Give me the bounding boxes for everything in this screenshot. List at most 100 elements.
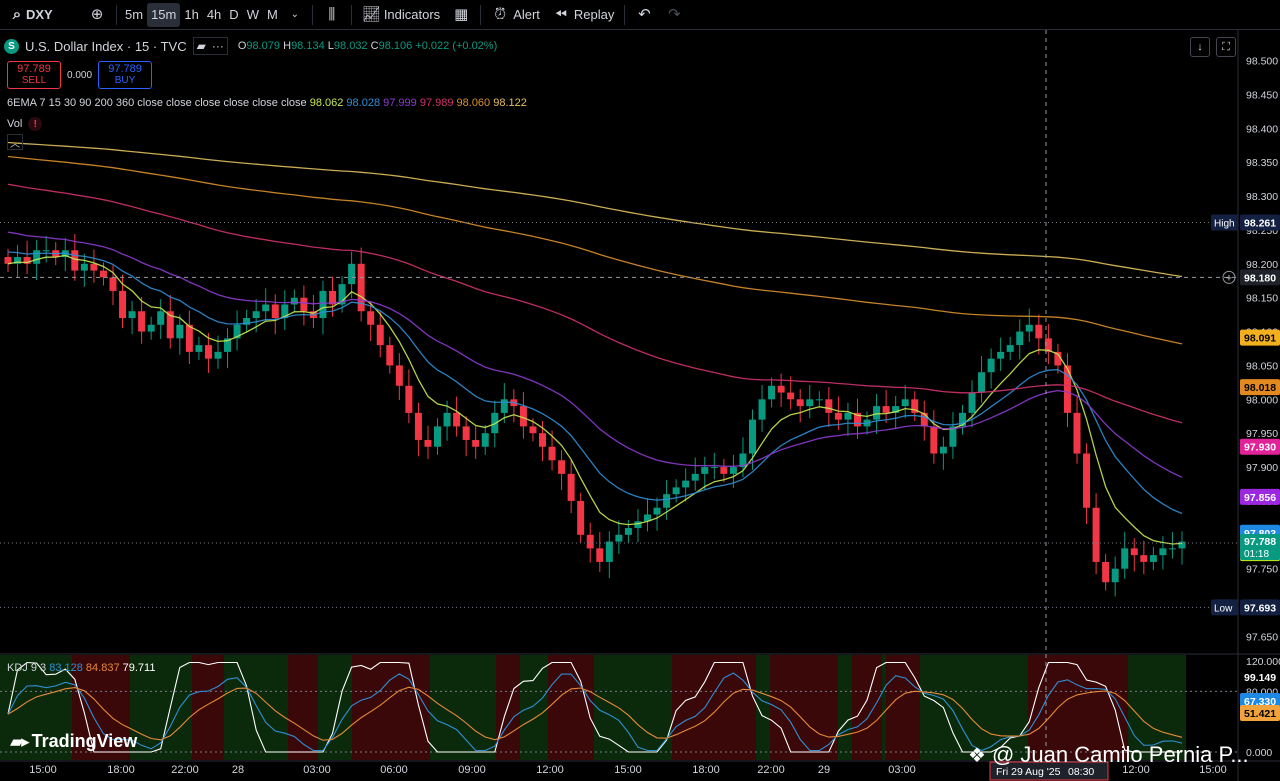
candle-body (80, 263, 88, 271)
chevron-up-icon: ︿ (10, 138, 20, 150)
candle-body (873, 406, 881, 420)
bar-countdown: 01:18 (1244, 549, 1269, 560)
kdj-title: KDJ 9 3 (7, 662, 47, 674)
buy-button[interactable]: 97.789 BUY (98, 61, 153, 89)
kdj-band (852, 655, 882, 760)
interval-4h[interactable]: 4h (206, 7, 222, 22)
replay-button[interactable]: ⏪︎ Replay (546, 3, 620, 27)
candle-body (978, 372, 986, 393)
kdj-band (886, 655, 920, 760)
plus-circle-icon: ⊕ (90, 5, 104, 23)
add-symbol-button[interactable]: ⊕ (82, 3, 112, 27)
candle-body (405, 385, 413, 413)
price-tick-label: 98.400 (1246, 123, 1278, 135)
candle-body (796, 399, 804, 407)
symbol-search-button[interactable]: ⌕ DXY (0, 3, 82, 27)
templates-button[interactable]: ▦ (446, 3, 476, 27)
candle-body (748, 419, 756, 454)
kdj-band (770, 655, 838, 760)
ema-values: 98.062 98.028 97.999 97.989 98.060 98.12… (310, 97, 527, 109)
kdj-axis-label: 67.330 (1244, 696, 1276, 708)
candle-body (815, 399, 823, 401)
interval-5m[interactable]: 5m (125, 7, 144, 22)
ema-legend[interactable]: 6EMA 7 15 30 90 200 360 close close clos… (7, 97, 527, 109)
ema-value-3: 97.999 (380, 97, 417, 109)
kdj-band (318, 655, 352, 760)
price-label: 98.261 (1244, 217, 1276, 229)
candle-body (1140, 555, 1148, 562)
tradingview-mark-icon: ▰▸ (10, 731, 30, 751)
candle-body (586, 534, 594, 549)
volume-legend[interactable]: Vol ! (7, 117, 43, 131)
fullscreen-button[interactable]: ⛶ (1216, 37, 1236, 57)
undo-button[interactable]: ↶ (629, 3, 659, 27)
candle-body (997, 351, 1005, 359)
price-tick-label: 98.500 (1246, 56, 1278, 68)
candle-body (338, 284, 346, 305)
replay-label: Replay (573, 7, 615, 22)
kdj-legend[interactable]: KDJ 9 3 83.128 84.837 79.711 (7, 662, 155, 674)
candle-body (958, 412, 966, 427)
spread-value: 0.000 (67, 69, 93, 81)
candle-body (367, 311, 375, 325)
kdj-band (920, 655, 946, 760)
candle-body (892, 406, 900, 413)
indicators-button[interactable]: 📈︎ Indicators (356, 3, 446, 27)
price-tick-label: 98.150 (1246, 293, 1278, 305)
symbol-label: DXY (26, 7, 53, 22)
tradingview-logo[interactable]: ▰▸ TradingView (10, 731, 137, 752)
interval-m[interactable]: M (266, 7, 278, 22)
interval-w[interactable]: W (246, 7, 259, 22)
candle-body (758, 399, 766, 420)
price-chart[interactable]: 98.50098.45098.40098.35098.30098.25098.2… (0, 30, 1280, 781)
interval-d[interactable]: D (229, 7, 239, 22)
crosshair-time-label: 08:30 (1068, 766, 1094, 778)
candle-body (176, 324, 184, 339)
candle-body (414, 412, 422, 440)
candle-body (243, 318, 251, 325)
ema-line-200 (7, 155, 1183, 345)
symbol-title[interactable]: U.S. Dollar Index · 15 · TVC (25, 38, 187, 54)
collapse-legend-button[interactable]: ︿ (7, 134, 23, 150)
fullscreen-icon: ⛶ (1222, 40, 1230, 53)
high-label: H (283, 40, 292, 52)
trade-panel: 97.789 SELL 0.000 97.789 BUY (7, 61, 153, 89)
symbol-logo: S (4, 38, 19, 54)
candle-body (252, 311, 260, 319)
price-label: 97.930 (1244, 442, 1276, 454)
kdj-band (1128, 655, 1186, 760)
sell-button[interactable]: 97.789 SELL (7, 61, 61, 89)
kdj-tick-label: 120.000 (1246, 656, 1280, 668)
chart-type-button[interactable]: ⫼ (317, 3, 347, 27)
crosshair-plus-icon[interactable] (1222, 270, 1236, 284)
candle-body (376, 324, 384, 346)
warning-icon[interactable]: ! (28, 117, 43, 131)
time-tick-label: 22:00 (757, 764, 785, 776)
candles-icon: ⫼ (328, 5, 336, 23)
candle-body (424, 439, 432, 447)
time-tick-label: 18:00 (107, 764, 135, 776)
current-price-box (1240, 533, 1280, 560)
candle-body (395, 365, 403, 386)
time-tick-label: 15:00 (29, 764, 57, 776)
interval-15m[interactable]: 15m (147, 2, 181, 27)
kdj-label-bg (1240, 692, 1280, 709)
price-label: 97.856 (1244, 492, 1276, 504)
candle-body (290, 297, 298, 305)
candle-body (901, 399, 909, 407)
candle-body (844, 412, 852, 420)
kdj-band (192, 655, 224, 760)
alert-button[interactable]: ⏰︎ Alert (485, 3, 546, 27)
price-label-bg (1240, 269, 1280, 286)
legend-menu-button[interactable]: ▰ ··· (192, 37, 228, 55)
time-tick-label: 09:00 (458, 764, 486, 776)
redo-button[interactable]: ↷ (659, 3, 689, 27)
author-watermark: ❖ @ Juan Camilo Pernia P... (968, 742, 1249, 768)
interval-dropdown[interactable]: ⌄ (282, 3, 308, 27)
kdj-band (288, 655, 318, 760)
candle-body (1035, 324, 1043, 339)
download-button[interactable]: ↓ (1190, 37, 1210, 57)
kdj-d-line (7, 686, 1183, 741)
low-label: L (327, 40, 334, 52)
interval-1h[interactable]: 1h (184, 7, 199, 22)
